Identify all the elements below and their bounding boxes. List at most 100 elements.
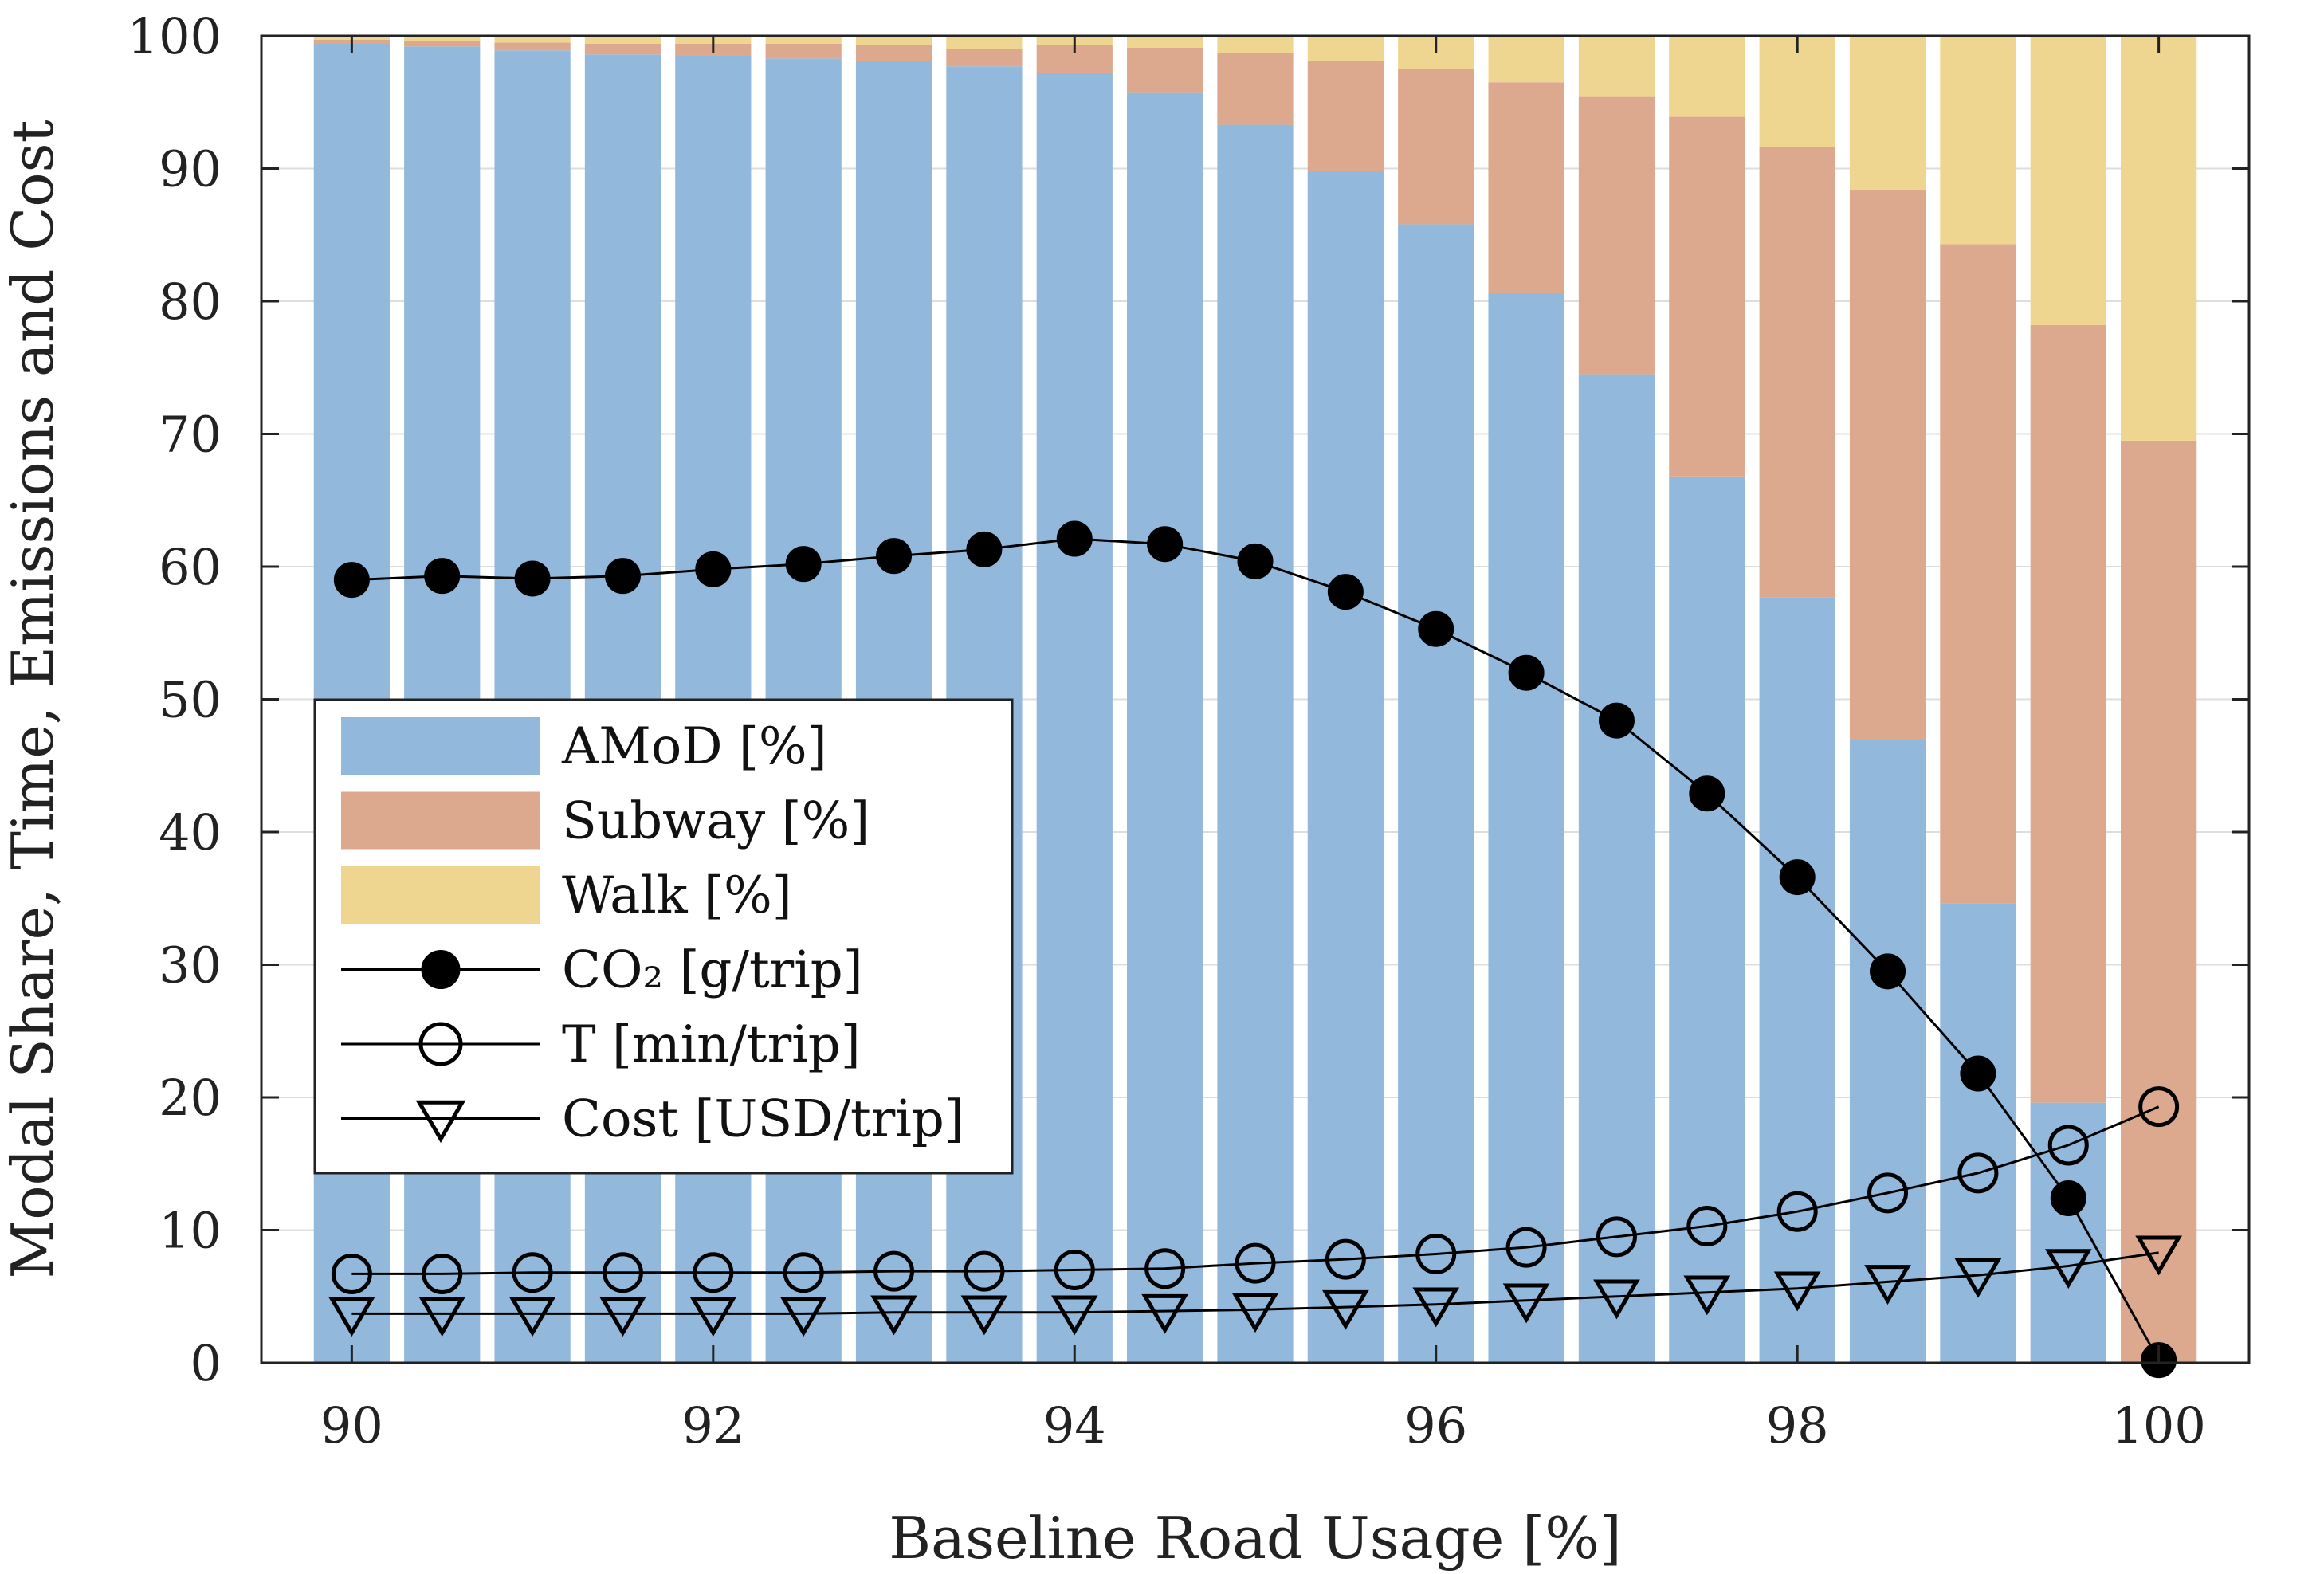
time-point xyxy=(1325,1238,1366,1280)
bar-walk-segment xyxy=(2121,36,2197,441)
cost-point xyxy=(960,1295,1008,1336)
bar-walk-segment xyxy=(1849,36,1926,190)
co2-point xyxy=(1870,953,1906,990)
y-tick-label: 10 xyxy=(159,1202,222,1260)
time-point xyxy=(2047,1125,2089,1166)
y-tick-label: 60 xyxy=(159,538,222,596)
x-tick-label: 100 xyxy=(2111,1396,2205,1454)
cost-point xyxy=(1954,1258,2002,1298)
cost-point xyxy=(689,1297,737,1337)
legend-swatch xyxy=(341,791,540,850)
time-point xyxy=(602,1252,643,1293)
line-series xyxy=(328,520,2183,1379)
y-tick-label: 100 xyxy=(128,7,222,65)
bar-walk-segment xyxy=(494,36,571,43)
bar-walk-segment xyxy=(2030,36,2106,325)
legend-label: AMoD [%] xyxy=(561,717,827,776)
co2-point xyxy=(1418,610,1454,647)
bar-walk-segment xyxy=(584,36,661,44)
co2-point xyxy=(424,558,461,595)
time-point xyxy=(1415,1233,1457,1274)
bar-amod-segment xyxy=(1488,293,1564,1363)
time-point xyxy=(783,1252,824,1293)
y-tick-label: 40 xyxy=(159,803,222,862)
y-tick-label: 70 xyxy=(159,406,222,464)
time-point xyxy=(1957,1152,1999,1194)
bar-subway-segment xyxy=(1127,47,1203,93)
bar-amod-segment xyxy=(1578,374,1655,1364)
co2-point xyxy=(604,558,641,595)
legend-label: Walk [%] xyxy=(562,866,792,925)
co2-point xyxy=(966,531,1003,567)
tick-labels: 0 10 20 30 40 50 60 70 80 90 100 90 92 94 96 98 100 xyxy=(128,7,2249,1454)
co2-point xyxy=(333,562,370,599)
y-tick-label: 80 xyxy=(159,273,222,331)
bar-amod-segment xyxy=(1127,92,1203,1364)
legend: AMoD [%] Subway [%] Walk [%] CO₂ [g/trip] T … xyxy=(313,698,1014,1175)
bar-subway-segment xyxy=(1669,116,1745,477)
bar-subway-segment xyxy=(584,43,661,55)
bar-walk-segment xyxy=(1127,36,1203,48)
co2-point xyxy=(1689,775,1725,812)
time-point xyxy=(1235,1242,1276,1284)
co2-point xyxy=(514,560,551,597)
cost-point xyxy=(328,1297,375,1337)
time-point xyxy=(873,1250,915,1292)
time-point xyxy=(1054,1249,1095,1290)
bar-walk-segment xyxy=(855,36,932,45)
x-tick-label: 92 xyxy=(681,1396,744,1454)
time-point xyxy=(331,1253,372,1294)
co2-point xyxy=(876,538,913,575)
y-axis-title: Modal Share, Time, Emissions and Cost xyxy=(0,120,66,1278)
legend-label: CO₂ [g/trip] xyxy=(562,941,863,1000)
legend-marker xyxy=(418,1022,463,1066)
bar-amod-segment xyxy=(1307,171,1384,1364)
co2-point xyxy=(785,546,822,583)
cost-point xyxy=(779,1297,827,1337)
bar-amod-segment xyxy=(1217,124,1294,1364)
bar-subway-segment xyxy=(946,49,1023,67)
x-axis-title: Baseline Road Usage [%] xyxy=(889,1505,1622,1572)
cost-point xyxy=(1050,1295,1098,1336)
cost-point xyxy=(599,1297,646,1337)
x-tick-label: 94 xyxy=(1043,1396,1106,1454)
cost-line xyxy=(351,1251,2159,1315)
time-point xyxy=(422,1253,463,1294)
bar-walk-segment xyxy=(765,36,842,44)
time-point xyxy=(1596,1216,1637,1258)
bar-amod-segment xyxy=(1036,73,1113,1364)
legend-marker xyxy=(421,950,461,989)
bar-walk-segment xyxy=(1940,36,2016,245)
co2-point xyxy=(1056,520,1093,557)
bar-subway-segment xyxy=(404,41,481,47)
time-line xyxy=(351,1105,2160,1275)
co2-point xyxy=(1598,702,1635,739)
time-point xyxy=(2138,1086,2180,1128)
time-point xyxy=(693,1252,734,1293)
co2-point xyxy=(1147,526,1184,563)
legend-label: Cost [USD/trip] xyxy=(562,1090,964,1149)
bar-walk-segment xyxy=(1488,36,1564,83)
cost-point xyxy=(1593,1279,1640,1320)
co2-point xyxy=(1237,543,1274,579)
bar-walk-segment xyxy=(1217,36,1294,53)
bar-walk-segment xyxy=(1759,36,1835,147)
bar-walk-segment xyxy=(1578,36,1655,97)
bar-subway-segment xyxy=(1307,61,1384,171)
cost-point xyxy=(1864,1265,1911,1305)
bar-subway-segment xyxy=(1488,82,1564,294)
cost-point xyxy=(508,1297,556,1337)
cost-point xyxy=(418,1297,466,1337)
legend-swatch xyxy=(341,866,540,924)
bar-amod-segment xyxy=(2030,1102,2106,1363)
bar-subway-segment xyxy=(2030,324,2106,1103)
y-tick-label: 50 xyxy=(159,671,222,729)
bar-amod-segment xyxy=(1759,597,1835,1363)
cost-point xyxy=(870,1295,917,1336)
co2-point xyxy=(1508,654,1545,691)
co2-point xyxy=(1960,1055,1996,1092)
bar-subway-segment xyxy=(1759,147,1835,598)
bar-subway-segment xyxy=(2121,440,2197,1364)
time-point xyxy=(1505,1227,1547,1268)
